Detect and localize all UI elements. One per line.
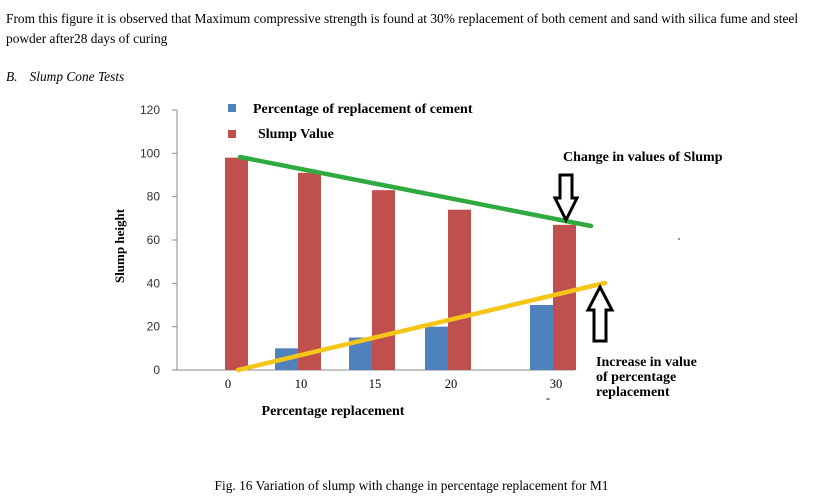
chart-axes: 0 20 40 60 80 100 120 0 10 15 20 30- Slump height Per… [112,103,575,419]
chart-legend: Percentage of replacement of cement Slump… [228,102,473,142]
figure-caption: Fig. 16 Variation of slump with change i… [214,478,609,493]
y-tick-label: 100 [140,146,160,160]
bar-cement-replacement [349,337,372,370]
legend-label-cement: Percentage of replacement of cement [253,102,473,117]
x-tick-label: 15 [369,377,382,391]
bar-slump-value [372,190,395,370]
y-tick-label: 20 [147,320,161,334]
y-tick-label: 60 [147,233,161,247]
x-tick-label: 0 [225,377,231,391]
section-number: B. [6,69,18,84]
section-title: Slump Cone Tests [29,69,125,84]
chart-bars [225,157,576,370]
bar-cement-replacement [425,326,448,370]
chart-annotations: Change in values of Slump Increase in val… [552,150,723,400]
legend-swatch-slump [228,130,236,138]
y-tick-label: 0 [153,363,160,377]
x-tick-label: 30 [550,377,563,391]
replacement-trend-line [235,280,608,373]
legend-label-slump: Slump Value [258,127,334,142]
body-paragraph: From this figure it is observed that Max… [6,11,799,46]
x-axis-title: Percentage replacement [262,404,405,419]
bar-slump-value [448,209,471,370]
bar-slump-value [553,224,576,370]
annotation-increase-line: replacement [596,385,670,400]
stray-mark: - [546,391,550,405]
annotation-increase-line: Increase in value [596,355,697,370]
annotation-slump-change: Change in values of Slump [563,150,723,165]
slump-trend-line [237,154,594,229]
annotation-increase-line: of percentage [596,370,676,385]
legend-swatch-cement [228,104,236,112]
y-tick-label: 80 [147,190,161,204]
section-heading: B. Slump Cone Tests [6,69,124,85]
x-tick-label: 20 [445,377,458,391]
up-arrow-icon [585,283,615,343]
y-axis-title: Slump height [112,208,127,283]
bar-cement-replacement [530,305,553,370]
down-arrow-icon [552,173,580,224]
bar-slump-value [298,172,321,370]
y-tick-label: 120 [140,103,160,117]
trend-lines [235,154,608,373]
stray-dot [678,238,680,240]
bar-slump-value [225,157,248,370]
y-tick-label: 40 [147,276,161,290]
x-tick-label: 10 [295,377,308,391]
